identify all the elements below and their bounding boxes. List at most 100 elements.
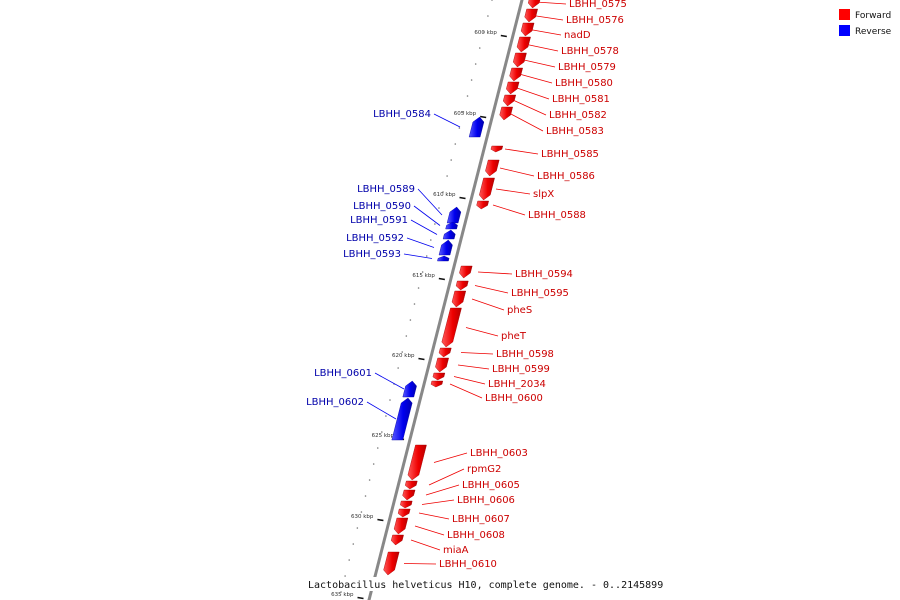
gene-label-lbhh_0598[interactable]: LBHH_0598: [496, 349, 554, 360]
gene-feature-lbhh_0595[interactable]: [455, 280, 469, 291]
label-leader: [504, 148, 539, 155]
gene-label-rpmg2[interactable]: rpmG2: [467, 464, 501, 475]
position-dot: [352, 543, 355, 545]
gene-label-lbhh_0581[interactable]: LBHH_0581: [552, 94, 610, 105]
gene-feature-lbhh_0583[interactable]: [499, 106, 513, 121]
label-leader: [403, 253, 433, 259]
label-leader: [509, 113, 544, 132]
gene-label-lbhh_0606[interactable]: LBHH_0606: [457, 495, 515, 506]
gene-label-lbhh_0588[interactable]: LBHH_0588: [528, 210, 586, 221]
gene-label-lbhh_0593[interactable]: LBHH_0593: [343, 249, 401, 260]
gene-feature-lbhh_0608[interactable]: [393, 517, 409, 535]
gene-feature-phet[interactable]: [441, 307, 462, 348]
position-dot: [483, 31, 485, 33]
label-leader: [410, 539, 441, 551]
gene-feature-lbhh_0588[interactable]: [476, 200, 489, 210]
gene-label-lbhh_0584[interactable]: LBHH_0584: [373, 109, 431, 120]
gene-label-lbhh_0592[interactable]: LBHH_0592: [346, 233, 404, 244]
gene-label-lbhh_0607[interactable]: LBHH_0607: [452, 514, 510, 525]
gene-label-slpx[interactable]: slpX: [533, 189, 554, 200]
gene-feature-lbhh_2034[interactable]: [432, 372, 446, 381]
position-dot: [405, 335, 408, 337]
kbp-tick-mark: [480, 115, 487, 119]
position-dot: [381, 431, 383, 433]
gene-label-lbhh_0603[interactable]: LBHH_0603: [470, 448, 528, 459]
gene-label-lbhh_0578[interactable]: LBHH_0578: [561, 46, 619, 57]
gene-feature-lbhh_0593[interactable]: [437, 255, 450, 262]
gene-label-nadd[interactable]: nadD: [564, 30, 591, 41]
gene-label-miaa[interactable]: miaA: [443, 545, 469, 556]
gene-label-lbhh_0579[interactable]: LBHH_0579: [558, 62, 616, 73]
kbp-tick-mark: [438, 277, 445, 281]
position-dot: [401, 351, 404, 353]
gene-feature-lbhh_0605[interactable]: [402, 489, 416, 501]
gene-label-phet[interactable]: pheT: [501, 331, 527, 342]
gene-label-lbhh_0599[interactable]: LBHH_0599: [492, 364, 550, 375]
gene-label-lbhh_0582[interactable]: LBHH_0582: [549, 110, 607, 121]
gene-feature-lbhh_0582[interactable]: [502, 94, 517, 107]
gene-feature-lbhh_0581[interactable]: [506, 81, 520, 95]
gene-feature-phes[interactable]: [451, 290, 467, 308]
gene-feature-lbhh_0584[interactable]: [468, 116, 485, 138]
gene-feature-lbhh_0607[interactable]: [397, 508, 411, 518]
label-leader: [513, 100, 547, 116]
gene-feature-lbhh_0586[interactable]: [485, 159, 500, 177]
gene-label-lbhh_0595[interactable]: LBHH_0595: [511, 288, 569, 299]
gene-feature-lbhh_0606[interactable]: [400, 500, 413, 509]
gene-label-lbhh_0594[interactable]: LBHH_0594: [515, 269, 573, 280]
gene-label-lbhh_0580[interactable]: LBHH_0580: [555, 78, 613, 89]
gene-label-lbhh_0608[interactable]: LBHH_0608: [447, 530, 505, 541]
gene-label-lbhh_0590[interactable]: LBHH_0590: [353, 201, 411, 212]
gene-feature-miaa[interactable]: [390, 534, 404, 546]
position-dot: [360, 511, 363, 513]
gene-feature-lbhh_0598[interactable]: [438, 347, 452, 358]
gene-feature-lbhh_0579[interactable]: [512, 52, 527, 68]
gene-feature-lbhh_0590[interactable]: [445, 221, 458, 230]
gene-features: [383, 0, 541, 576]
gene-label-lbhh_0576[interactable]: LBHH_0576: [566, 15, 624, 26]
gene-label-lbhh_0585[interactable]: LBHH_0585: [541, 149, 599, 160]
gene-feature-lbhh_0589[interactable]: [446, 206, 462, 224]
label-leader: [516, 87, 550, 100]
gene-feature-slpx[interactable]: [479, 177, 495, 201]
gene-feature-lbhh_0576[interactable]: [524, 8, 538, 23]
gene-feature-lbhh_0592[interactable]: [438, 239, 453, 256]
gene-label-lbhh_0610[interactable]: LBHH_0610: [439, 559, 497, 570]
gene-label-phes[interactable]: pheS: [507, 305, 532, 316]
position-dot: [409, 319, 412, 321]
gene-feature-lbhh_0580[interactable]: [509, 67, 523, 82]
gene-label-lbhh_2034[interactable]: LBHH_2034: [488, 379, 546, 390]
gene-feature-rpmg2[interactable]: [404, 480, 418, 490]
gene-label-lbhh_0589[interactable]: LBHH_0589: [357, 184, 415, 195]
gene-feature-lbhh_0603[interactable]: [407, 444, 427, 481]
gene-feature-lbhh_0610[interactable]: [383, 551, 400, 576]
label-leader: [460, 352, 494, 355]
gene-feature-lbhh_0601[interactable]: [402, 380, 417, 398]
label-leader: [471, 298, 505, 311]
gene-feature-lbhh_0594[interactable]: [459, 265, 473, 279]
gene-feature-lbhh_0599[interactable]: [435, 357, 449, 373]
gene-label-lbhh_0601[interactable]: LBHH_0601: [314, 368, 372, 379]
position-dot: [478, 47, 481, 49]
gene-feature-nadd[interactable]: [520, 22, 535, 37]
legend-forward-swatch: [839, 9, 850, 20]
label-leader: [465, 327, 499, 337]
gene-label-lbhh_0586[interactable]: LBHH_0586: [537, 171, 595, 182]
gene-label-lbhh_0583[interactable]: LBHH_0583: [546, 126, 604, 137]
label-leader: [413, 205, 441, 226]
gene-feature-lbhh_0591[interactable]: [442, 229, 456, 240]
gene-feature-lbhh_0600[interactable]: [430, 380, 444, 388]
gene-feature-lbhh_0575[interactable]: [527, 0, 541, 9]
gene-feature-lbhh_0585[interactable]: [490, 145, 504, 153]
gene-label-lbhh_0575[interactable]: LBHH_0575: [569, 0, 627, 10]
legend: Forward Reverse: [839, 9, 892, 37]
gene-feature-lbhh_0578[interactable]: [516, 36, 531, 53]
gene-label-lbhh_0591[interactable]: LBHH_0591: [350, 215, 408, 226]
kbp-tick-label: 620 kbp: [392, 353, 415, 359]
gene-feature-lbhh_0602[interactable]: [391, 397, 413, 441]
label-leader: [433, 113, 461, 128]
gene-label-lbhh_0605[interactable]: LBHH_0605: [462, 480, 520, 491]
gene-label-lbhh_0600[interactable]: LBHH_0600: [485, 393, 543, 404]
gene-label-lbhh_0602[interactable]: LBHH_0602: [306, 397, 364, 408]
